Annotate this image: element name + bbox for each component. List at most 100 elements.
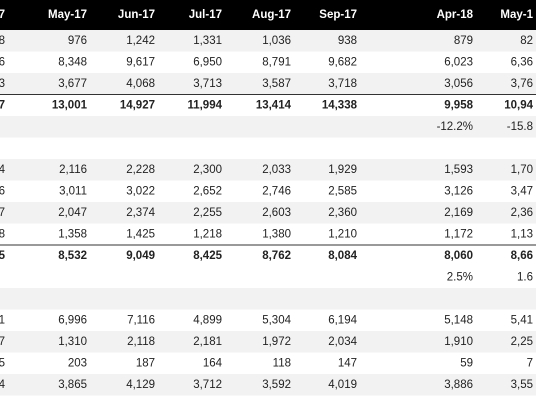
cell: 3,713 xyxy=(193,78,222,90)
cell: 2,118 xyxy=(127,336,155,348)
cell: 147 xyxy=(338,357,357,369)
cell: 2,25 xyxy=(511,336,533,348)
cell: 2,36 xyxy=(511,207,533,219)
cell: 8,66 xyxy=(511,250,533,262)
cell: 1,210 xyxy=(328,228,357,240)
row-stripe xyxy=(0,374,536,396)
cell: 6,36 xyxy=(511,56,533,68)
cell: 3,718 xyxy=(328,78,357,90)
cell: 6,950 xyxy=(193,56,222,68)
cell: 1.6 xyxy=(517,271,533,283)
cell: 1,425 xyxy=(126,228,155,240)
cell: 7 xyxy=(527,357,533,369)
cell: 3,056 xyxy=(444,78,473,90)
cell: 3,865 xyxy=(58,379,87,391)
cell: 6,023 xyxy=(444,56,473,68)
cell: 4 xyxy=(0,164,6,176)
cell: 8 xyxy=(0,35,5,47)
row-stripe xyxy=(0,73,536,95)
cell: 8,060 xyxy=(444,250,473,262)
cell: 3,886 xyxy=(444,379,473,391)
cell: 3,587 xyxy=(262,78,291,90)
cell: 8 xyxy=(0,228,5,240)
cell: 9,958 xyxy=(444,99,473,111)
cell: 1,929 xyxy=(328,164,357,176)
cell: 2,228 xyxy=(126,164,155,176)
cell: 3,47 xyxy=(511,185,533,197)
column-header: Aug-17 xyxy=(252,9,291,21)
cell: 1,218 xyxy=(193,228,222,240)
cell: 13,001 xyxy=(52,99,88,111)
cell: 1,972 xyxy=(262,336,291,348)
cell: 13,414 xyxy=(256,99,292,111)
cell: 2,255 xyxy=(193,207,222,219)
cell: 1,593 xyxy=(444,164,473,176)
cell: 4 xyxy=(0,379,6,391)
cell: 2,169 xyxy=(444,207,473,219)
cell: 6,194 xyxy=(328,314,357,326)
cell: 9,617 xyxy=(126,56,155,68)
cell: 1,13 xyxy=(511,228,533,240)
column-header: May-1 xyxy=(500,9,533,21)
cell: 1,331 xyxy=(193,35,222,47)
cell: 8,084 xyxy=(328,250,357,262)
cell: 3,55 xyxy=(511,379,533,391)
cell: 3,126 xyxy=(444,185,473,197)
column-header: Jun-17 xyxy=(118,9,155,21)
cell: 8,762 xyxy=(262,250,291,262)
column-header: Jul-17 xyxy=(189,9,222,21)
cell: 2,300 xyxy=(193,164,222,176)
cell: 2,374 xyxy=(126,207,155,219)
cell: 9,049 xyxy=(126,250,155,262)
cell: 1,910 xyxy=(444,336,473,348)
row-stripe xyxy=(0,288,536,310)
cell: 2,181 xyxy=(193,336,222,348)
cell: 976 xyxy=(68,35,87,47)
cell: 187 xyxy=(136,357,155,369)
cell: 7 xyxy=(0,99,5,111)
column-header: Apr-18 xyxy=(437,9,474,21)
cell: 2,033 xyxy=(262,164,291,176)
row-stripe xyxy=(0,331,536,353)
cell: 1 xyxy=(0,314,5,326)
cell: 59 xyxy=(460,357,473,369)
cell: 8,791 xyxy=(262,56,291,68)
cell: 4,019 xyxy=(328,379,357,391)
cell: 1,310 xyxy=(58,336,87,348)
cell: 1,70 xyxy=(511,164,533,176)
cell: 2,603 xyxy=(262,207,291,219)
cell: 6 xyxy=(0,56,5,68)
cell: 5,148 xyxy=(444,314,473,326)
header-band xyxy=(0,0,536,30)
cell: 4,129 xyxy=(126,379,155,391)
cell: 938 xyxy=(338,35,357,47)
cell: 3 xyxy=(0,78,5,90)
column-header: May-17 xyxy=(48,9,87,21)
cell: 203 xyxy=(68,357,87,369)
cell: -12.2% xyxy=(437,121,473,133)
cell: 879 xyxy=(454,35,473,47)
cell: 2,746 xyxy=(262,185,291,197)
cell: 2,034 xyxy=(328,336,357,348)
cell: 8,532 xyxy=(58,250,87,262)
cell: 3,592 xyxy=(262,379,291,391)
cell: 2,047 xyxy=(58,207,87,219)
cell: 1,380 xyxy=(262,228,291,240)
cell: 4,899 xyxy=(193,314,222,326)
cell: 3,011 xyxy=(59,185,87,197)
cell: 1,036 xyxy=(262,35,291,47)
cell: 1,242 xyxy=(126,35,155,47)
cell: 6,996 xyxy=(58,314,87,326)
cell: 164 xyxy=(203,357,223,369)
cell: 82 xyxy=(520,35,533,47)
cell: 4,068 xyxy=(126,78,155,90)
cell: 6 xyxy=(0,185,5,197)
cell: 11,994 xyxy=(187,99,222,111)
cell: 7 xyxy=(0,207,5,219)
cell: 118 xyxy=(273,357,291,369)
cell: 5 xyxy=(0,357,5,369)
cell: 7,116 xyxy=(127,314,155,326)
cell: 3,76 xyxy=(511,78,533,90)
cell: -15.8 xyxy=(507,121,533,133)
